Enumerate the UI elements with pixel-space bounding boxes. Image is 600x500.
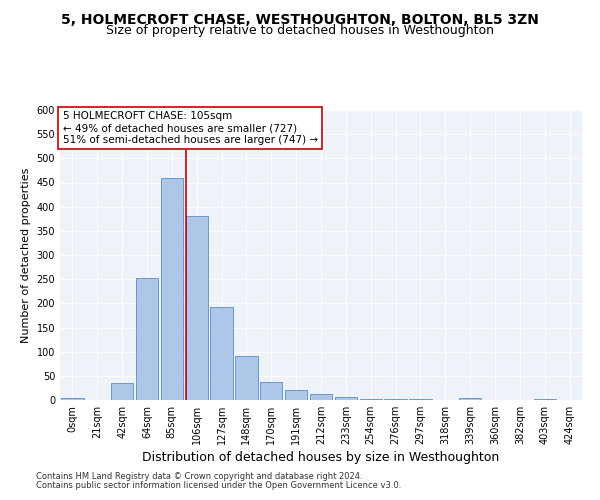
Text: Size of property relative to detached houses in Westhoughton: Size of property relative to detached ho… [106, 24, 494, 37]
Bar [409, 399, 431, 400]
Text: Contains HM Land Registry data © Crown copyright and database right 2024.: Contains HM Land Registry data © Crown c… [36, 472, 362, 481]
Bar [136, 278, 158, 400]
Bar [185, 216, 208, 400]
Bar [385, 399, 407, 400]
Bar [310, 394, 332, 400]
Text: 5 HOLMECROFT CHASE: 105sqm
← 49% of detached houses are smaller (727)
51% of sem: 5 HOLMECROFT CHASE: 105sqm ← 49% of deta… [62, 112, 318, 144]
Bar [359, 399, 382, 400]
Bar [235, 356, 257, 400]
Bar [61, 398, 83, 400]
Bar [161, 178, 183, 400]
Text: Contains public sector information licensed under the Open Government Licence v3: Contains public sector information licen… [36, 481, 401, 490]
Bar [459, 398, 481, 400]
Text: Distribution of detached houses by size in Westhoughton: Distribution of detached houses by size … [142, 451, 500, 464]
Bar [533, 399, 556, 400]
Bar [285, 390, 307, 400]
Bar [260, 382, 283, 400]
Text: 5, HOLMECROFT CHASE, WESTHOUGHTON, BOLTON, BL5 3ZN: 5, HOLMECROFT CHASE, WESTHOUGHTON, BOLTO… [61, 12, 539, 26]
Bar [335, 397, 357, 400]
Y-axis label: Number of detached properties: Number of detached properties [21, 168, 31, 342]
Bar [111, 382, 133, 400]
Bar [211, 307, 233, 400]
